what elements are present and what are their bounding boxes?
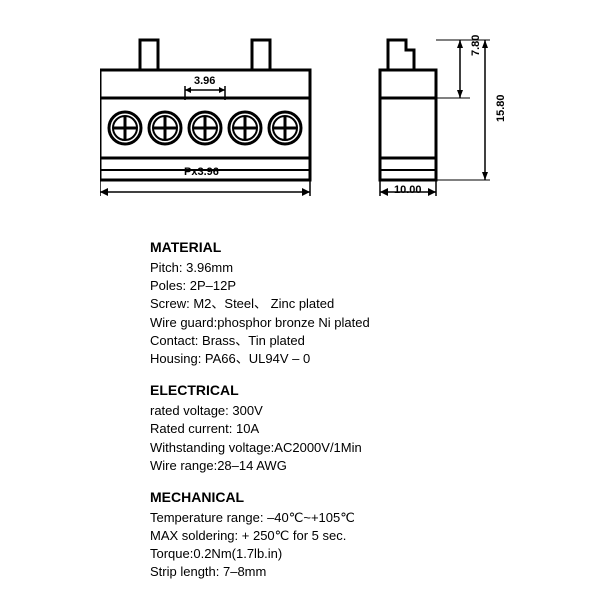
dim-front-width: Px3.96 [184,166,219,178]
material-line: Housing: PA66、UL94V – 0 [150,350,550,368]
material-line: Wire guard:phosphor bronze Ni plated [150,314,550,332]
technical-drawing: 3.96 Px3.96 7.80 15.80 10.00 [100,30,520,200]
material-line: Poles: 2P–12P [150,277,550,295]
dim-side-total: 15.80 [495,94,507,122]
screw-row [109,112,301,144]
dim-side-width: 10.00 [394,184,422,196]
electrical-line: Rated current: 10A [150,420,550,438]
material-line: Screw: M2、Steel、 Zinc plated [150,295,550,313]
electrical-title: ELECTRICAL [150,382,550,398]
mechanical-title: MECHANICAL [150,489,550,505]
material-title: MATERIAL [150,239,550,255]
electrical-line: Wire range:28–14 AWG [150,457,550,475]
electrical-line: Withstanding voltage:AC2000V/1Min [150,439,550,457]
mechanical-line: Temperature range: –40℃~+105℃ [150,509,550,527]
material-line: Pitch: 3.96mm [150,259,550,277]
specifications: MATERIAL Pitch: 3.96mm Poles: 2P–12P Scr… [150,225,550,582]
side-view [380,40,490,196]
material-line: Contact: Brass、Tin plated [150,332,550,350]
dim-pitch: 3.96 [194,75,215,87]
mechanical-line: Torque:0.2Nm(1.7lb.in) [150,545,550,563]
electrical-line: rated voltage: 300V [150,402,550,420]
mechanical-line: MAX soldering: + 250℃ for 5 sec. [150,527,550,545]
drawing-svg [100,30,520,200]
dim-side-top: 7.80 [470,35,482,56]
mechanical-line: Strip length: 7–8mm [150,563,550,581]
